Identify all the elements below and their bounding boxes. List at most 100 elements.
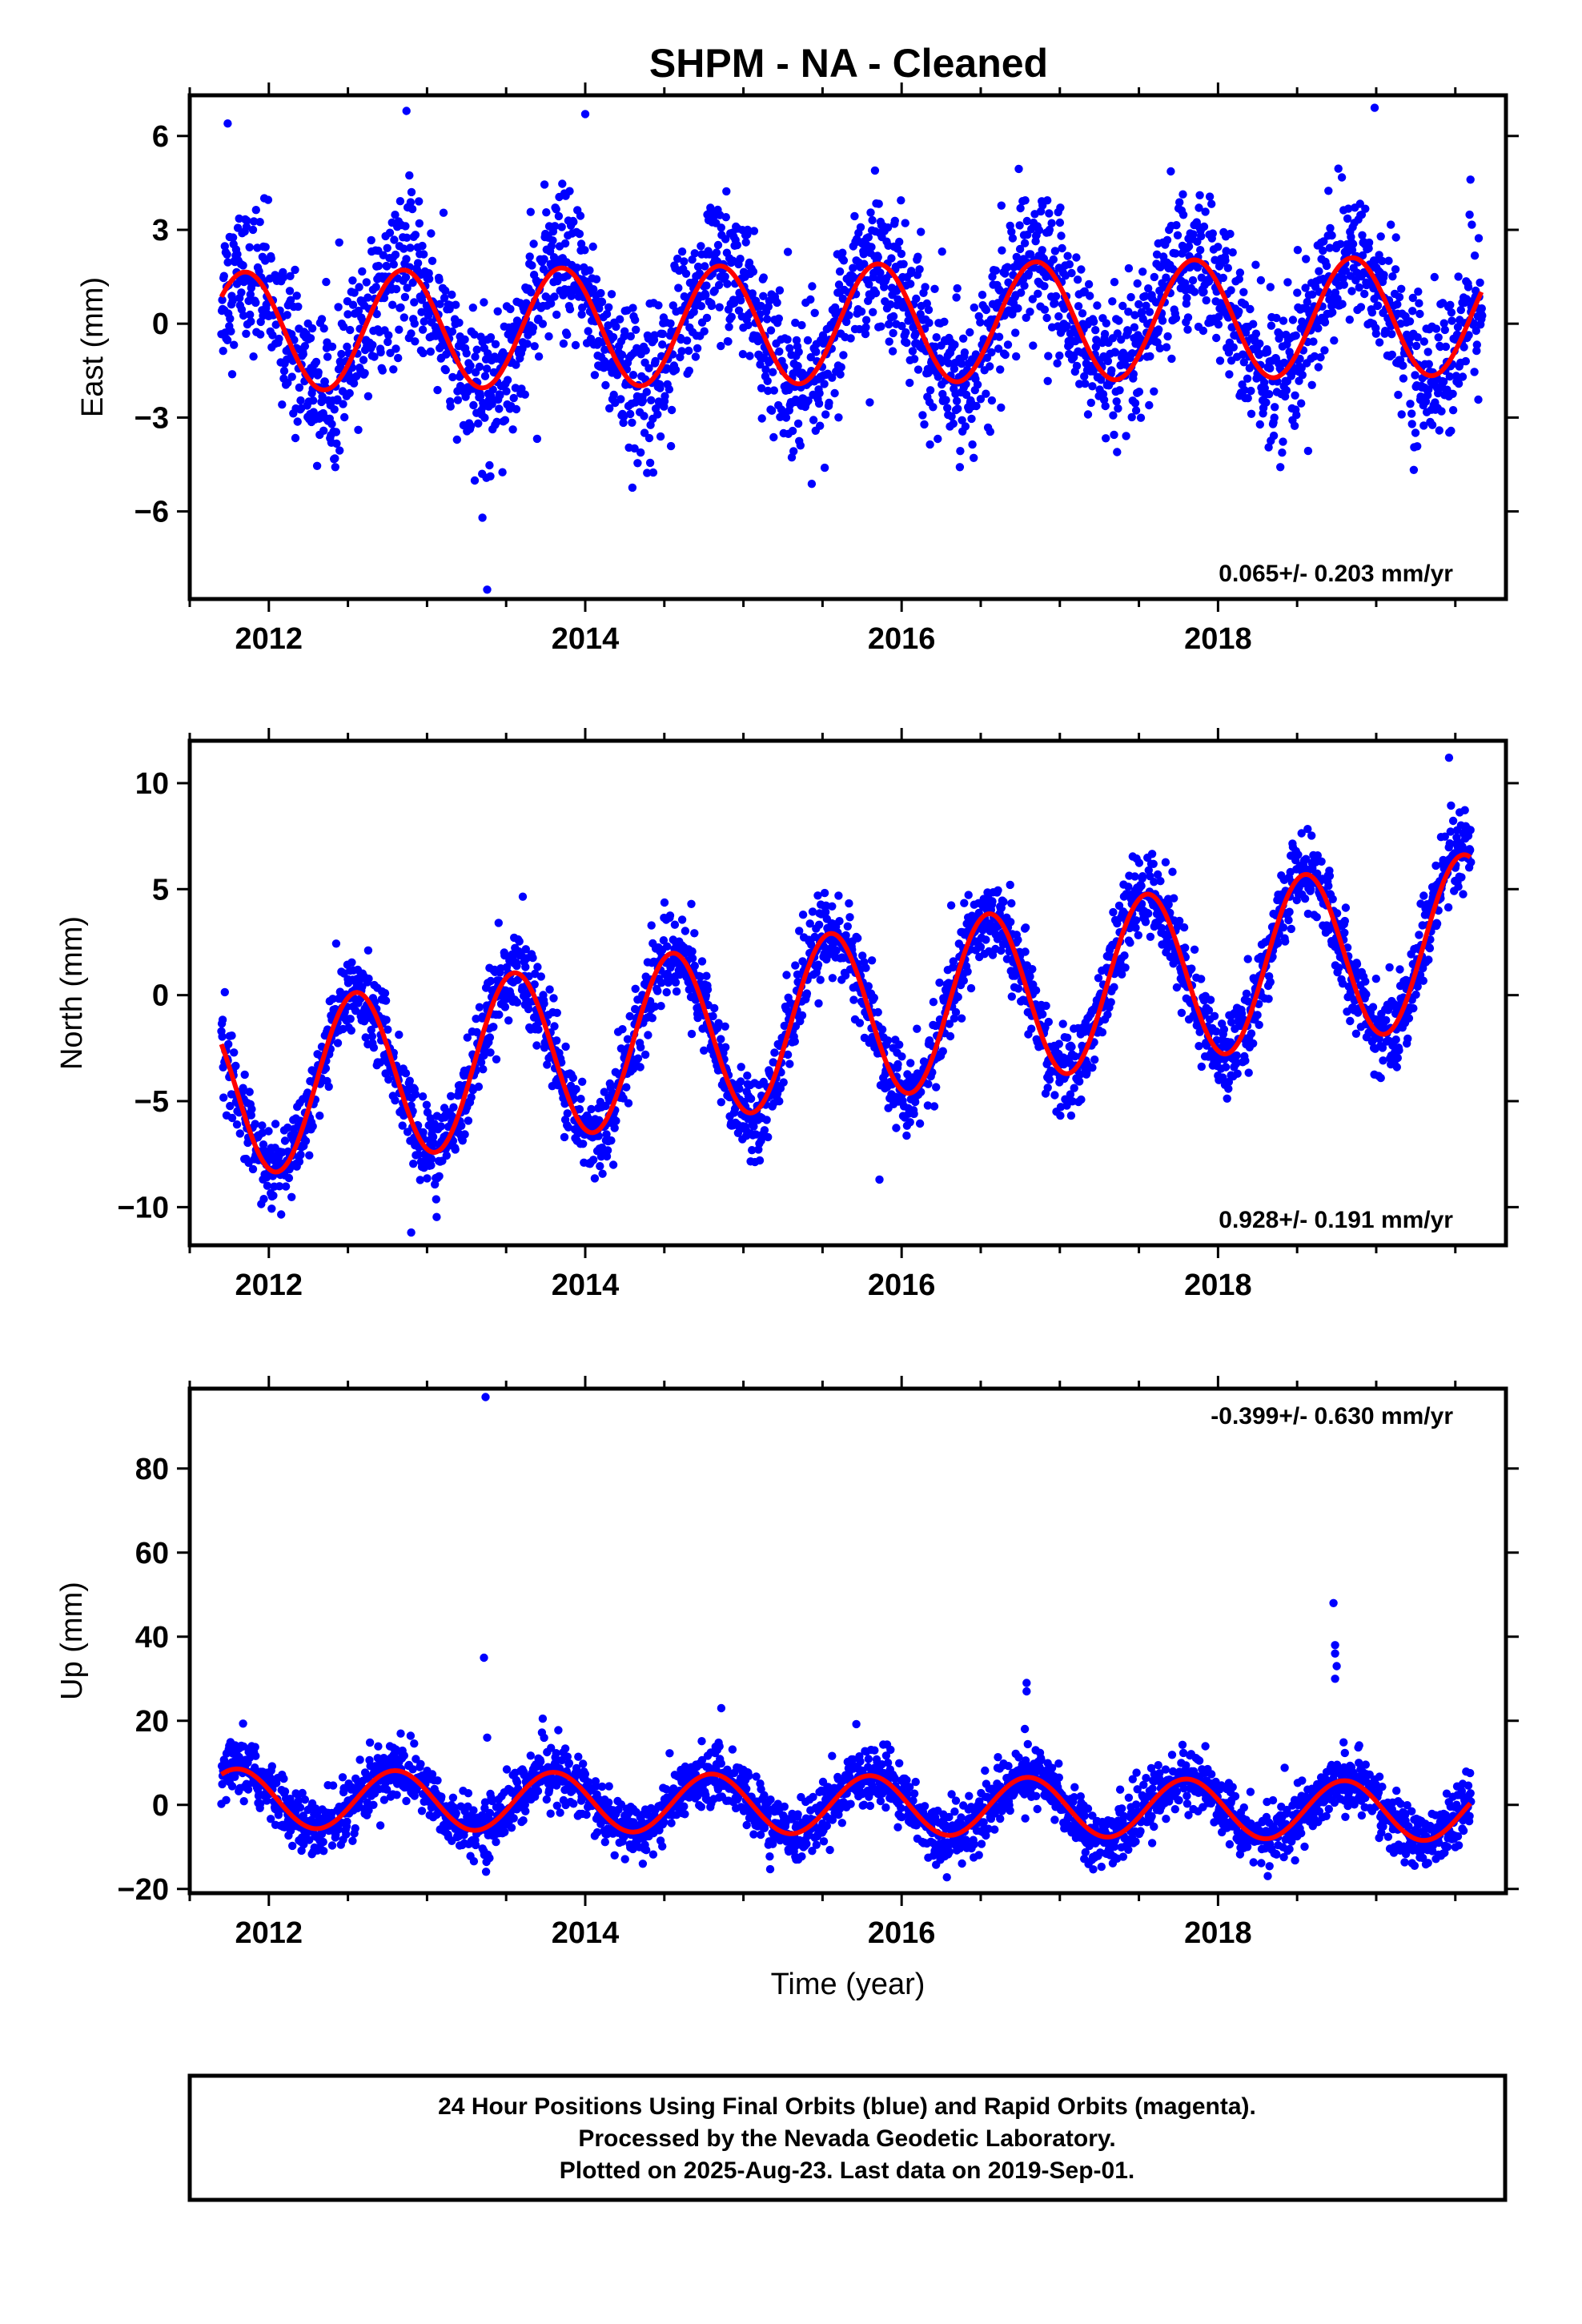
data-point: [1106, 998, 1115, 1007]
data-point: [563, 1109, 572, 1118]
data-point: [619, 1094, 628, 1103]
data-point: [849, 273, 859, 282]
data-point: [521, 945, 530, 954]
data-point: [658, 340, 667, 349]
data-point: [751, 296, 761, 305]
data-point: [818, 331, 828, 340]
data-point: [1098, 1027, 1107, 1037]
data-point: [1145, 400, 1154, 410]
data-point: [415, 197, 424, 206]
data-point: [720, 1084, 729, 1092]
data-point: [240, 1070, 249, 1080]
data-point: [528, 324, 538, 332]
data-point: [307, 324, 317, 333]
data-point: [1406, 400, 1415, 408]
data-point: [628, 371, 638, 380]
data-point: [1055, 218, 1065, 227]
data-point: [855, 1019, 865, 1027]
data-point: [512, 961, 521, 971]
data-point: [644, 433, 654, 443]
data-point: [283, 311, 291, 320]
data-point: [949, 963, 958, 972]
data-point: [355, 283, 363, 292]
data-point: [1265, 390, 1274, 399]
data-point: [402, 255, 411, 263]
data-point: [603, 1146, 612, 1155]
data-point: [422, 1100, 432, 1109]
data-point: [1215, 356, 1225, 365]
data-point: [512, 404, 521, 414]
data-point: [865, 279, 873, 289]
data-point: [374, 261, 383, 271]
data-point: [685, 346, 693, 356]
data-point: [550, 292, 559, 301]
data-point: [783, 247, 793, 256]
data-point: [905, 378, 914, 388]
data-point: [775, 347, 784, 356]
data-point: [376, 348, 385, 357]
data-point: [589, 285, 598, 294]
data-point: [1439, 377, 1448, 386]
data-point: [877, 322, 885, 331]
data-point: [1264, 443, 1273, 452]
data-point: [263, 1181, 272, 1190]
data-point: [590, 1174, 600, 1183]
data-point: [575, 1104, 584, 1114]
data-point: [695, 269, 704, 278]
data-point: [552, 1036, 561, 1045]
data-point: [466, 361, 475, 370]
data-point: [1150, 272, 1159, 282]
data-point: [1233, 1069, 1242, 1078]
data-point: [1146, 932, 1155, 942]
data-point: [587, 1104, 596, 1114]
data-point: [612, 1116, 620, 1125]
data-point: [305, 1151, 314, 1160]
data-point: [890, 216, 900, 225]
data-point: [721, 213, 730, 222]
data-point: [446, 402, 455, 411]
data-point: [554, 211, 564, 221]
data-point: [1110, 430, 1118, 440]
outlier-point: [580, 110, 590, 119]
data-point: [1042, 313, 1051, 323]
data-point: [226, 1101, 235, 1111]
data-point: [834, 891, 843, 900]
data-point: [468, 304, 477, 312]
data-point: [552, 205, 560, 214]
data-point: [673, 254, 682, 263]
data-point: [1062, 1033, 1072, 1043]
data-point: [394, 353, 403, 363]
data-point: [814, 920, 824, 930]
data-point: [388, 300, 397, 309]
data-point: [1184, 242, 1194, 251]
data-point: [1168, 867, 1177, 876]
data-point: [1371, 329, 1381, 338]
data-point: [707, 301, 717, 311]
data-point: [1006, 918, 1015, 927]
data-point: [360, 368, 369, 378]
data-point: [1407, 409, 1416, 418]
data-point: [1405, 317, 1415, 326]
data-point: [523, 340, 532, 348]
data-point: [960, 348, 970, 357]
data-point: [396, 197, 405, 206]
x-tick-label: 2016: [868, 622, 936, 656]
data-point: [909, 1109, 918, 1119]
data-point: [774, 314, 783, 323]
data-point: [1255, 420, 1265, 429]
data-point: [793, 419, 803, 428]
data-point: [670, 920, 680, 929]
data-point: [1239, 287, 1248, 296]
data-point: [395, 325, 404, 334]
data-point: [762, 1116, 771, 1124]
data-point: [857, 307, 866, 316]
data-point: [219, 347, 227, 356]
data-point: [1137, 882, 1146, 891]
data-point: [810, 308, 819, 317]
data-point: [231, 1061, 240, 1071]
data-point: [348, 276, 357, 285]
data-point: [866, 208, 875, 217]
data-point: [420, 250, 428, 259]
data-point: [995, 286, 1004, 295]
data-point: [659, 936, 669, 945]
